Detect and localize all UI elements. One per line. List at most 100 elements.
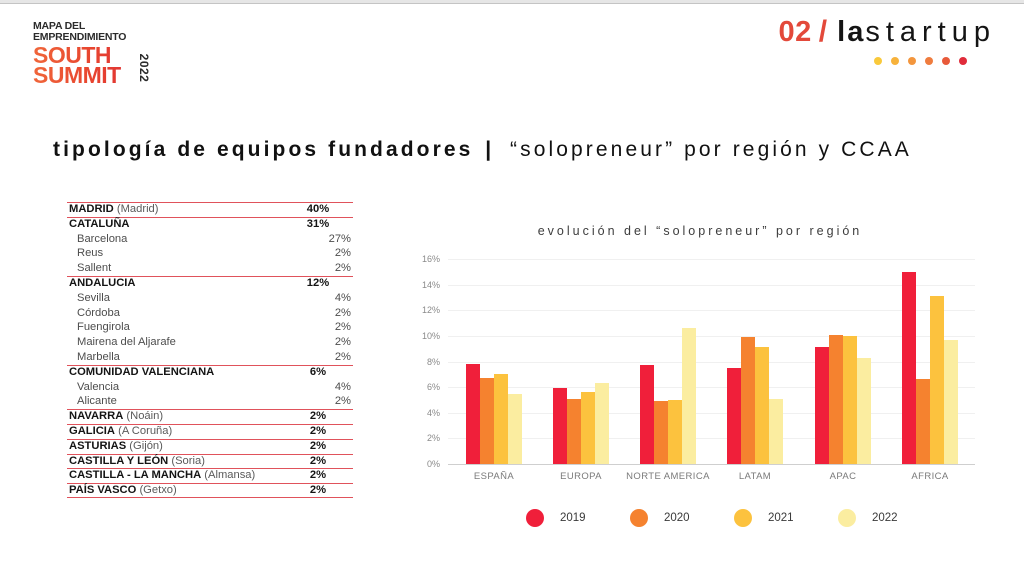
section-number: 02 (778, 16, 812, 48)
y-tick-label: 4% (426, 407, 440, 418)
ccaa-row: ASTURIAS (Gijón) 2% (67, 438, 353, 454)
row-percentage: 12% (306, 276, 330, 289)
row-name: Reus (77, 247, 104, 260)
legend-item-2022: 2022 (838, 509, 942, 527)
progress-dot (908, 57, 916, 65)
legend-label: 2019 (560, 512, 586, 524)
row-percentage: 40% (306, 203, 330, 215)
legend-label: 2022 (872, 512, 898, 524)
row-city: (Gijón) (126, 439, 163, 452)
bar-group-norte-america (640, 259, 696, 464)
bar-group-africa (902, 259, 958, 464)
ccaa-row: CASTILLA - LA MANCHA (Almansa) 2% (67, 468, 353, 483)
bar-2022 (595, 383, 609, 464)
bar-2020 (829, 334, 843, 464)
row-percentage: 2% (309, 469, 327, 482)
y-tick-label: 0% (426, 459, 440, 469)
bar-2019 (815, 347, 829, 464)
row-percentage: 2% (334, 350, 351, 363)
city-row: Córdoba 2% (67, 306, 353, 321)
ccaa-row: MADRID (Madrid) 40% (67, 202, 353, 217)
gridline (448, 284, 975, 286)
row-percentage: 2% (309, 424, 327, 437)
row-name: ASTURIAS (Gijón) (69, 439, 163, 452)
page-title-bold: tipología de equipos fundadores (53, 138, 474, 161)
x-axis-line (448, 464, 975, 465)
gridline (448, 387, 975, 389)
page-title-subtitle: “solopreneur” por región y CCAA (510, 138, 912, 161)
row-name: PAÍS VASCO (Getxo) (69, 484, 177, 497)
section-prefix: la (837, 16, 866, 48)
page-title-separator: | (485, 138, 495, 161)
bar-2020 (480, 378, 494, 464)
row-name: CASTILLA Y LEÓN (Soria) (69, 454, 205, 467)
row-percentage: 4% (334, 291, 351, 304)
bar-2021 (494, 374, 508, 464)
row-percentage: 2% (334, 336, 351, 349)
legend-swatch-icon (526, 509, 544, 527)
progress-dot (891, 57, 899, 65)
bar-2021 (668, 399, 682, 464)
ccaa-row: CATALUÑA 31% (67, 216, 353, 232)
gridline (448, 335, 975, 337)
row-name: CASTILLA - LA MANCHA (Almansa) (69, 469, 256, 482)
x-tick-label: APAC (829, 471, 857, 482)
row-name: ANDALUCIA (69, 276, 136, 289)
legend-item-2019: 2019 (526, 509, 630, 527)
gridline (448, 310, 975, 312)
row-city: (A Coruña) (115, 424, 173, 437)
y-tick-label: 10% (421, 330, 440, 341)
legend-swatch-icon (838, 509, 856, 527)
city-row: Alicante 2% (67, 394, 353, 409)
bar-2022 (682, 328, 696, 464)
row-percentage: 4% (334, 380, 351, 393)
bar-2019 (466, 364, 480, 464)
bar-group-europa (553, 259, 609, 464)
city-row: Valencia 4% (67, 380, 353, 395)
bar-group-apac (815, 259, 871, 464)
chart-title: evolución del “solopreneur” por región (537, 224, 863, 238)
city-row: Sallent 2% (67, 261, 353, 276)
row-name: NAVARRA (Noáin) (69, 410, 164, 423)
section-header: 02 / la startup (779, 15, 996, 51)
gridline (448, 361, 975, 363)
x-tick-label: NORTE AMERICA (626, 471, 710, 482)
y-tick-label: 16% (421, 254, 440, 264)
ccaa-row: ANDALUCIA 12% (67, 275, 353, 291)
row-name: Mairena del Aljarafe (77, 336, 176, 349)
logo-line-1: MAPA DEL (33, 20, 86, 32)
row-percentage: 2% (309, 454, 327, 467)
row-city: (Madrid) (113, 203, 159, 215)
row-percentage: 2% (334, 247, 351, 260)
x-tick-label: AFRICA (911, 471, 949, 482)
row-percentage: 6% (309, 365, 327, 378)
city-row: Marbella 2% (67, 350, 353, 365)
city-row: Mairena del Aljarafe 2% (67, 335, 353, 350)
row-percentage: 2% (309, 439, 327, 452)
legend-swatch-icon (734, 509, 752, 527)
x-tick-label: ESPAÑA (473, 471, 515, 482)
bar-2022 (944, 339, 958, 464)
gridline (448, 438, 975, 440)
row-name: Sevilla (77, 291, 110, 304)
logo-year: 2022 (137, 53, 151, 83)
bar-2022 (769, 398, 783, 464)
row-percentage: 2% (334, 321, 351, 334)
bar-chart-plot: 0% 2% 4% 6% 8% 10% 12% 14% 16% (422, 254, 975, 469)
city-row: Fuengirola 2% (67, 320, 353, 335)
y-tick-label: 2% (426, 433, 440, 444)
row-percentage: 2% (309, 484, 327, 497)
bar-2021 (755, 347, 769, 464)
ccaa-row: GALICIA (A Coruña) 2% (67, 423, 353, 439)
legend-item-2020: 2020 (630, 509, 734, 527)
y-tick-label: 14% (421, 279, 440, 290)
bar-2019 (727, 367, 741, 464)
logo-brand-summit: SUMMIT (33, 64, 163, 87)
progress-dot (874, 57, 882, 65)
row-name: COMUNIDAD VALENCIANA (69, 365, 215, 378)
row-name: Fuengirola (77, 321, 130, 334)
bar-2020 (916, 379, 930, 464)
bar-2020 (567, 398, 581, 464)
gridline (448, 412, 975, 414)
ccaa-table: MADRID (Madrid) 40% CATALUÑA 31% Barcelona 27… (67, 202, 353, 498)
